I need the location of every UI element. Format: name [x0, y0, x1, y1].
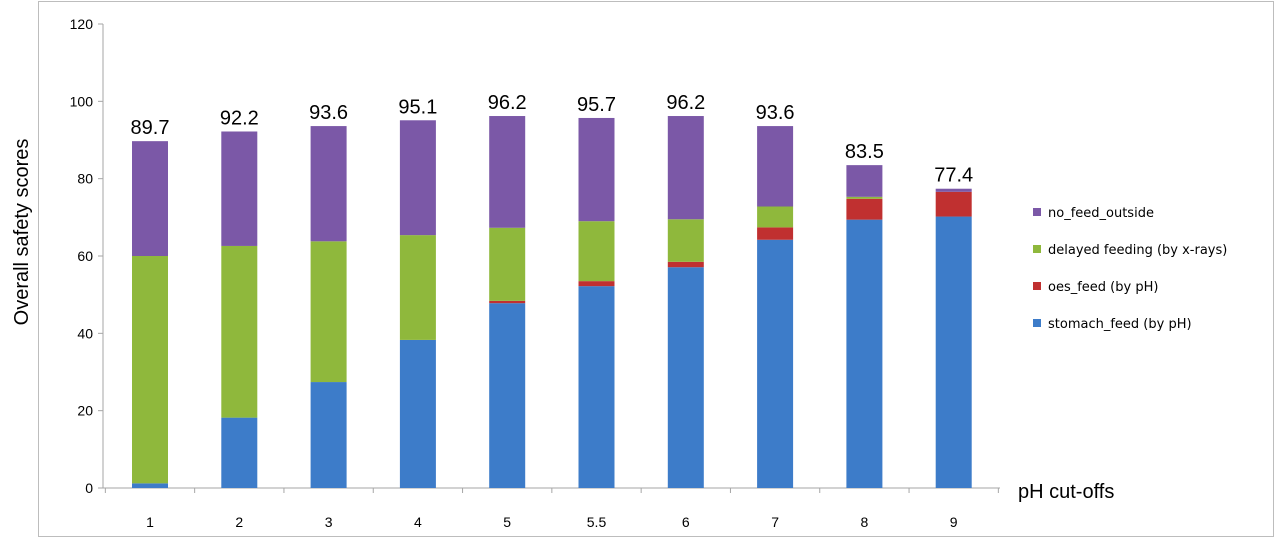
x-tick-label: 5: [503, 514, 511, 530]
bar-segment: [846, 219, 883, 489]
bar-segment: [578, 221, 615, 282]
x-tick-label: 6: [682, 514, 690, 530]
x-tick-label: 8: [861, 514, 869, 530]
legend-label: oes_feed (by pH): [1048, 280, 1158, 295]
bar-segment: [399, 235, 436, 340]
bars: [132, 116, 972, 489]
y-axis: 0 20 40 60 80 100 120: [70, 16, 104, 496]
legend-swatch: [1033, 319, 1041, 327]
bar-segment: [578, 286, 615, 488]
data-label: 92.2: [220, 107, 259, 129]
bar-segment: [667, 267, 704, 488]
y-tick-label: 20: [77, 403, 93, 419]
legend-swatch: [1033, 245, 1041, 253]
bar-segment: [578, 117, 615, 222]
x-tick-label: 1: [146, 514, 154, 530]
x-tick-label: 4: [414, 514, 422, 530]
y-tick-label: 120: [70, 16, 94, 32]
bar-segment: [132, 483, 168, 488]
legend-label: no_feed_outside: [1048, 206, 1154, 221]
bar-segment: [667, 219, 704, 262]
data-label: 96.2: [666, 92, 705, 114]
data-label: 95.7: [577, 94, 616, 116]
legend-swatch: [1033, 208, 1041, 216]
bar-segment: [846, 196, 883, 199]
data-label: 77.4: [934, 165, 973, 187]
y-tick-label: 0: [85, 480, 93, 496]
bar-segment: [489, 227, 526, 301]
bar-segment: [757, 126, 794, 207]
data-label: 83.5: [845, 141, 884, 163]
total-labels: 89.7 92.2 93.6 95.1 96.2 95.7 96.2 93.6 83.5 77.4: [131, 92, 974, 187]
bar-segment: [757, 206, 794, 228]
bar-segment: [757, 239, 794, 488]
bar-segment: [221, 417, 258, 488]
bar-segment: [935, 216, 972, 488]
bar-segment: [935, 191, 972, 217]
legend-swatch: [1033, 282, 1041, 290]
y-tick-label: 60: [77, 248, 93, 264]
legend-label: stomach_feed (by pH): [1048, 317, 1192, 332]
bar-segment: [757, 227, 794, 240]
y-axis-title: Overall safety scores: [11, 139, 33, 326]
bar-segment: [310, 126, 347, 242]
y-tick-label: 100: [70, 93, 94, 109]
y-tick-label: 80: [77, 171, 93, 187]
bar-segment: [846, 198, 883, 220]
bar-segment: [489, 303, 526, 488]
bar-segment: [667, 116, 704, 220]
data-label: 95.1: [398, 96, 437, 118]
x-tick-label: 5.5: [587, 514, 607, 530]
y-tick-label: 40: [77, 325, 93, 341]
bar-segment: [132, 256, 168, 484]
data-label: 93.6: [309, 102, 348, 124]
data-label: 93.6: [756, 102, 795, 124]
bar-segment: [399, 120, 436, 236]
bar-segment: [132, 141, 168, 256]
bar-segment: [399, 339, 436, 488]
bar-segment: [221, 245, 258, 418]
bar-segment: [846, 165, 883, 197]
x-tick-label: 3: [325, 514, 333, 530]
bar-segment: [310, 241, 347, 383]
bar-segment: [489, 116, 526, 228]
bar-segment: [935, 188, 972, 192]
data-label: 96.2: [488, 92, 527, 114]
bar-segment: [310, 382, 347, 488]
bar-segment: [578, 281, 615, 287]
bar-segment: [221, 131, 258, 246]
data-label: 89.7: [131, 117, 170, 139]
legend-label: delayed feeding (by x-rays): [1048, 243, 1227, 258]
x-tick-label: 2: [235, 514, 243, 530]
bar-segment: [489, 300, 526, 304]
x-tick-label: 9: [950, 514, 958, 530]
x-tick-label: 7: [771, 514, 779, 530]
bar-segment: [667, 261, 704, 268]
x-axis-title: pH cut-offs: [1018, 481, 1114, 503]
x-axis: 1 2 3 4 5 5.5 6 7 8 9: [103, 487, 1000, 530]
